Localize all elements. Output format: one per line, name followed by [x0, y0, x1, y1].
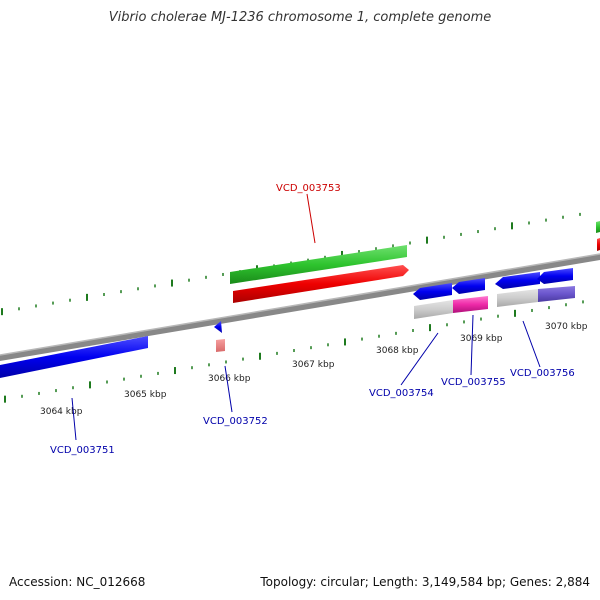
kbp-label: 3065 kbp [124, 390, 167, 400]
lower-tick-track [4, 300, 584, 403]
gene-feature[interactable] [597, 238, 600, 251]
kbp-label: 3069 kbp [460, 334, 503, 344]
gene-feature[interactable] [596, 221, 600, 233]
gene-label-vcd_003751[interactable]: VCD_003751 [50, 445, 115, 456]
gene-feature[interactable] [495, 272, 540, 289]
kbp-label: 3066 kbp [208, 374, 251, 384]
genome-backbone [0, 254, 600, 361]
position-labels: 3064 kbp 3065 kbp 3066 kbp 3067 kbp 3068 kbp… [40, 322, 588, 417]
gene-feature[interactable] [233, 265, 409, 303]
gene-label-vcd_003755[interactable]: VCD_003755 [441, 377, 506, 388]
gene-label-vcd_003756[interactable]: VCD_003756 [510, 368, 575, 379]
gene-label-vcd_003753[interactable]: VCD_003753 [276, 183, 341, 194]
gene-label-vcd_003752[interactable]: VCD_003752 [203, 416, 268, 427]
gene-labels: VCD_003751 VCD_003752 VCD_003753 VCD_003754… [50, 183, 575, 456]
kbp-label: 3067 kbp [292, 360, 335, 370]
accession-label: Accession: NC_012668 [9, 575, 146, 589]
gene-feature[interactable] [414, 300, 453, 319]
gene-feature[interactable] [413, 283, 452, 300]
gene-label-vcd_003754[interactable]: VCD_003754 [369, 388, 434, 399]
gene-feature[interactable] [452, 278, 485, 294]
gene-feature[interactable] [497, 289, 538, 307]
gene-feature[interactable] [216, 339, 225, 352]
kbp-label: 3064 kbp [40, 407, 83, 417]
kbp-label: 3070 kbp [545, 322, 588, 332]
gene-feature[interactable] [537, 268, 573, 284]
gene-feature[interactable] [214, 321, 222, 333]
gene-feature[interactable] [0, 336, 148, 378]
map-title: Vibrio cholerae MJ-1236 chromosome 1, co… [108, 10, 492, 25]
gene-feature[interactable] [230, 245, 407, 284]
gene-feature[interactable] [453, 296, 488, 313]
kbp-label: 3068 kbp [376, 346, 419, 356]
gene-feature[interactable] [538, 286, 575, 302]
genome-summary: Topology: circular; Length: 3,149,584 bp… [260, 575, 590, 589]
